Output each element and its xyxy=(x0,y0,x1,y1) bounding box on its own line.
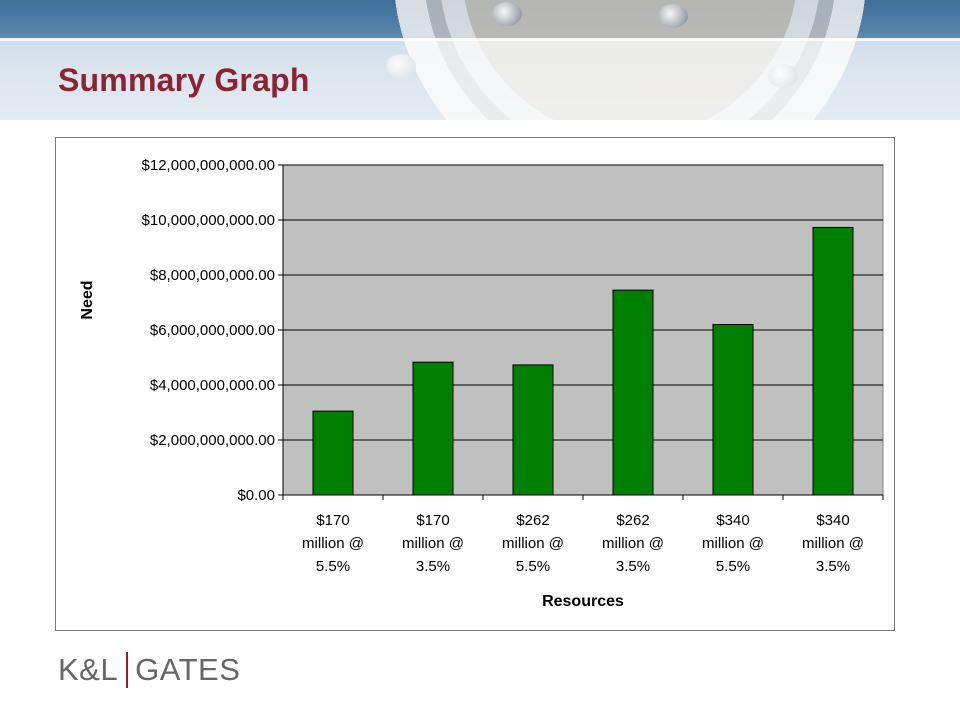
bar xyxy=(612,289,654,496)
logo-left-text: K&L xyxy=(58,652,119,687)
slide-title: Summary Graph xyxy=(58,62,310,98)
banner-band xyxy=(0,40,960,120)
bar-chart: $0.00 $2,000,000,000.00 $4,000,000,000.00 $… xyxy=(79,157,884,610)
y-tick-label: $8,000,000,000.00 xyxy=(150,267,275,284)
y-tick-label: $6,000,000,000.00 xyxy=(150,322,275,339)
logo-separator xyxy=(126,652,129,688)
bar xyxy=(512,364,554,496)
y-axis-title: Need xyxy=(79,280,96,319)
bar xyxy=(412,361,454,496)
banner-stripe xyxy=(0,38,960,41)
kl-gates-logo: K&L GATES xyxy=(58,650,240,690)
bar xyxy=(312,410,354,496)
y-tick-label: $12,000,000,000.00 xyxy=(142,157,275,174)
x-tick-label: $170 million @3.5% xyxy=(402,512,464,575)
y-tick-label: $0.00 xyxy=(237,487,275,504)
x-tick-label: $262 million @5.5% xyxy=(502,512,564,575)
logo-right-text: GATES xyxy=(135,652,241,687)
x-tick-label: $340 million @3.5% xyxy=(802,512,864,575)
header-banner xyxy=(0,0,960,120)
x-axis-title: Resources xyxy=(542,593,624,610)
bar xyxy=(812,226,854,496)
bolt-icon xyxy=(658,4,688,28)
x-tick-label: $340 million @5.5% xyxy=(702,512,764,575)
y-tick-label: $10,000,000,000.00 xyxy=(142,212,275,229)
y-tick-label: $4,000,000,000.00 xyxy=(150,377,275,394)
x-tick-label: $262 million @3.5% xyxy=(602,512,664,575)
x-tick-label: $170 million @5.5% xyxy=(302,512,364,575)
bolt-icon xyxy=(492,2,522,26)
bar xyxy=(712,324,754,496)
y-tick-label: $2,000,000,000.00 xyxy=(150,432,275,449)
